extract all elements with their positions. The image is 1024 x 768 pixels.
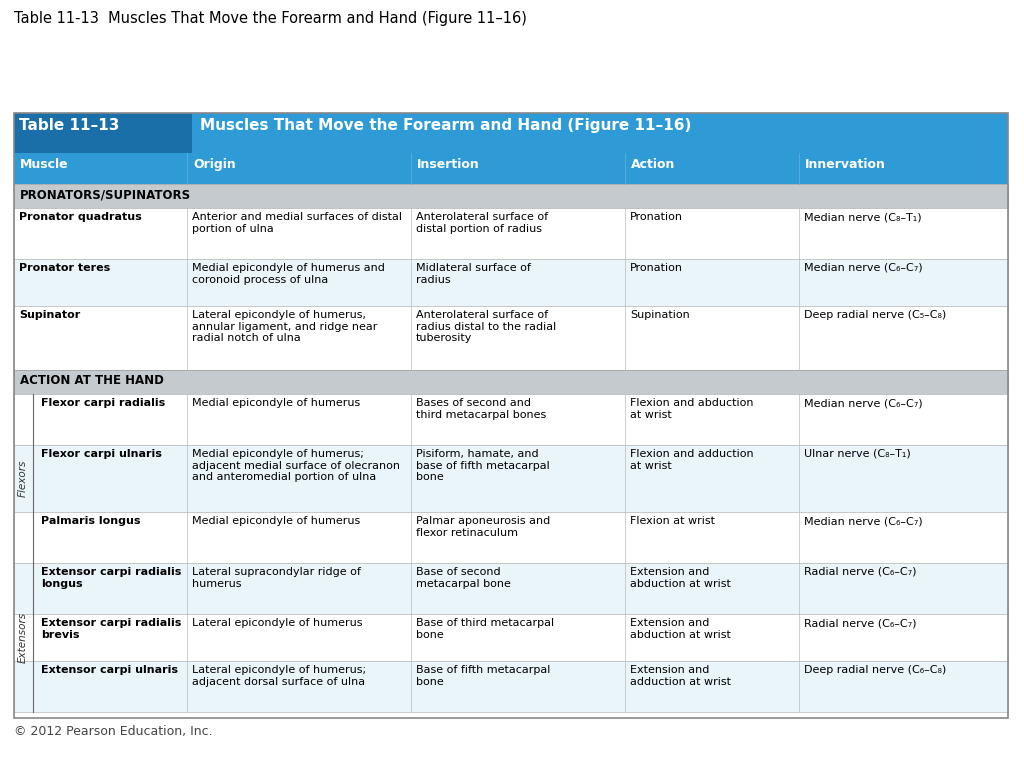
Bar [14, 259, 1008, 306]
Text: Lateral epicondyle of humerus: Lateral epicondyle of humerus [193, 618, 362, 628]
Text: Extensor carpi ulnaris: Extensor carpi ulnaris [41, 665, 178, 675]
Text: Pronation: Pronation [630, 212, 683, 222]
Text: Insertion: Insertion [417, 158, 480, 171]
Text: Medial epicondyle of humerus: Medial epicondyle of humerus [193, 398, 360, 408]
Text: Supinator: Supinator [19, 310, 80, 320]
Text: Medial epicondyle of humerus;
adjacent medial surface of olecranon
and anteromed: Medial epicondyle of humerus; adjacent m… [193, 449, 400, 482]
Text: Median nerve (C₈–T₁): Median nerve (C₈–T₁) [804, 212, 922, 222]
Text: Pisiform, hamate, and
base of fifth metacarpal
bone: Pisiform, hamate, and base of fifth meta… [416, 449, 550, 482]
Text: Extensors: Extensors [18, 612, 28, 663]
Text: Anterior and medial surfaces of distal
portion of ulna: Anterior and medial surfaces of distal p… [193, 212, 402, 233]
Text: Extensor carpi radialis
longus: Extensor carpi radialis longus [41, 567, 181, 588]
Text: Pronation: Pronation [630, 263, 683, 273]
Text: Extension and
adduction at wrist: Extension and adduction at wrist [630, 665, 731, 687]
Text: Pronator teres: Pronator teres [19, 263, 111, 273]
Text: Muscles That Move the Forearm and Hand (Figure 11–16): Muscles That Move the Forearm and Hand (… [200, 118, 691, 133]
Text: Palmar aponeurosis and
flexor retinaculum: Palmar aponeurosis and flexor retinaculu… [416, 516, 550, 538]
Text: Flexion and abduction
at wrist: Flexion and abduction at wrist [630, 398, 754, 419]
Text: Base of second
metacarpal bone: Base of second metacarpal bone [416, 567, 511, 588]
Bar [14, 563, 1008, 614]
Text: Pronator quadratus: Pronator quadratus [19, 212, 141, 222]
Text: Palmaris longus: Palmaris longus [41, 516, 140, 526]
Bar [14, 113, 1008, 718]
Text: Anterolateral surface of
radius distal to the radial
tuberosity: Anterolateral surface of radius distal t… [416, 310, 556, 343]
Text: Extension and
abduction at wrist: Extension and abduction at wrist [630, 618, 731, 640]
Text: Midlateral surface of
radius: Midlateral surface of radius [416, 263, 530, 285]
Text: Origin: Origin [193, 158, 236, 171]
Text: Median nerve (C₆–C₇): Median nerve (C₆–C₇) [804, 516, 923, 526]
Text: Muscle: Muscle [20, 158, 69, 171]
Bar [14, 153, 1008, 184]
Text: Flexion at wrist: Flexion at wrist [630, 516, 715, 526]
Bar [14, 512, 1008, 563]
Text: Flexor carpi radialis: Flexor carpi radialis [41, 398, 165, 408]
Text: Ulnar nerve (C₈–T₁): Ulnar nerve (C₈–T₁) [804, 449, 910, 459]
Text: Anterolateral surface of
distal portion of radius: Anterolateral surface of distal portion … [416, 212, 548, 233]
Text: Lateral supracondylar ridge of
humerus: Lateral supracondylar ridge of humerus [193, 567, 360, 588]
Text: Supination: Supination [630, 310, 690, 320]
Bar [14, 661, 1008, 712]
Text: Flexion and adduction
at wrist: Flexion and adduction at wrist [630, 449, 754, 471]
Text: Innervation: Innervation [805, 158, 886, 171]
Text: Action: Action [631, 158, 676, 171]
Text: Bases of second and
third metacarpal bones: Bases of second and third metacarpal bon… [416, 398, 546, 419]
Text: Medial epicondyle of humerus: Medial epicondyle of humerus [193, 516, 360, 526]
Text: Radial nerve (C₆–C₇): Radial nerve (C₆–C₇) [804, 618, 916, 628]
Text: Median nerve (C₆–C₇): Median nerve (C₆–C₇) [804, 398, 923, 408]
Text: Deep radial nerve (C₆–C₈): Deep radial nerve (C₆–C₈) [804, 665, 946, 675]
Text: Deep radial nerve (C₅–C₈): Deep radial nerve (C₅–C₈) [804, 310, 946, 320]
Text: Table 11-13  Muscles That Move the Forearm and Hand (Figure 11–16): Table 11-13 Muscles That Move the Forear… [14, 11, 527, 26]
Text: Radial nerve (C₆–C₇): Radial nerve (C₆–C₇) [804, 567, 916, 577]
Text: Extensor carpi radialis
brevis: Extensor carpi radialis brevis [41, 618, 181, 640]
Bar [14, 184, 1008, 208]
Text: © 2012 Pearson Education, Inc.: © 2012 Pearson Education, Inc. [14, 725, 213, 738]
Text: Lateral epicondyle of humerus;
adjacent dorsal surface of ulna: Lateral epicondyle of humerus; adjacent … [193, 665, 367, 687]
Text: Base of fifth metacarpal
bone: Base of fifth metacarpal bone [416, 665, 550, 687]
Text: Medial epicondyle of humerus and
coronoid process of ulna: Medial epicondyle of humerus and coronoi… [193, 263, 385, 285]
Bar [14, 394, 1008, 445]
Text: Table 11–13: Table 11–13 [19, 118, 120, 133]
Text: Flexors: Flexors [18, 460, 28, 497]
Bar [14, 614, 1008, 661]
Text: ACTION AT THE HAND: ACTION AT THE HAND [20, 374, 164, 387]
Bar [14, 370, 1008, 394]
Bar [14, 208, 1008, 259]
Bar [14, 113, 193, 153]
Text: Median nerve (C₆–C₇): Median nerve (C₆–C₇) [804, 263, 923, 273]
Text: Base of third metacarpal
bone: Base of third metacarpal bone [416, 618, 554, 640]
Bar [14, 445, 1008, 512]
Text: Lateral epicondyle of humerus,
annular ligament, and ridge near
radial notch of : Lateral epicondyle of humerus, annular l… [193, 310, 378, 343]
Text: PRONATORS/SUPINATORS: PRONATORS/SUPINATORS [20, 188, 191, 201]
Bar [14, 113, 1008, 153]
Bar [14, 306, 1008, 370]
Text: Flexor carpi ulnaris: Flexor carpi ulnaris [41, 449, 162, 459]
Text: Extension and
abduction at wrist: Extension and abduction at wrist [630, 567, 731, 588]
